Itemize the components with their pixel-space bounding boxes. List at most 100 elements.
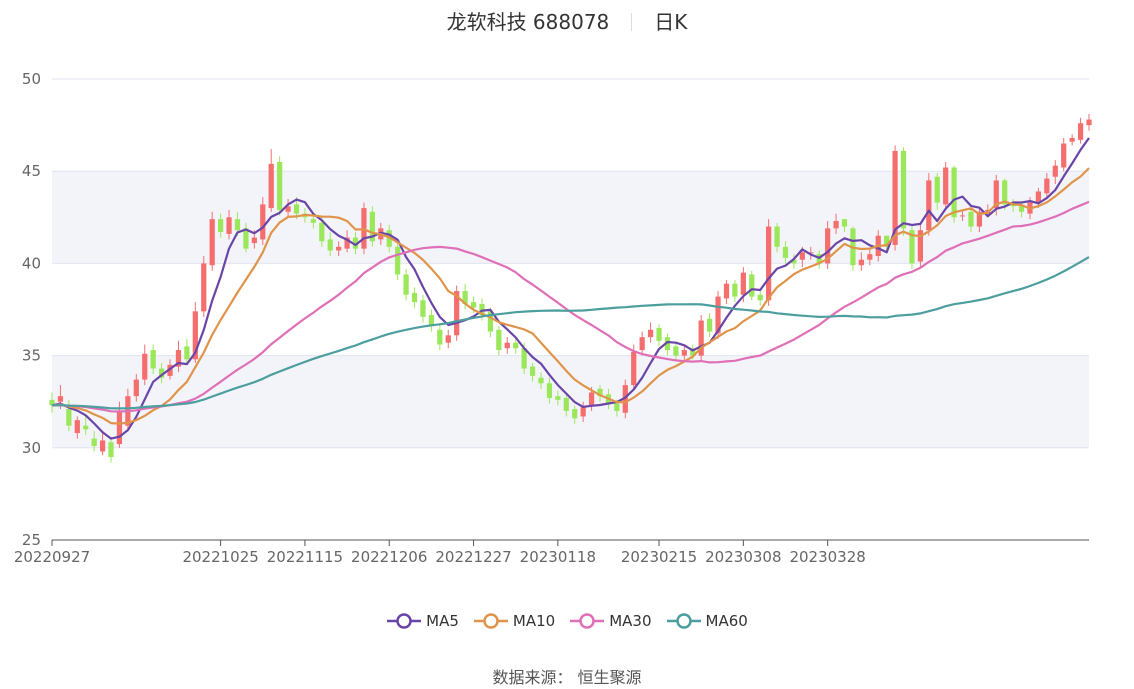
- candle-down: [791, 259, 797, 264]
- candle-down: [150, 350, 156, 369]
- candle-up: [698, 320, 704, 356]
- candle-down: [319, 222, 325, 242]
- y-tick-label: 45: [22, 162, 41, 180]
- candle-down: [732, 283, 738, 297]
- candle-down: [673, 346, 679, 356]
- candle-down: [538, 377, 544, 384]
- legend-item-ma60[interactable]: MA60: [666, 612, 748, 630]
- candle-down: [395, 246, 401, 275]
- legend-label: MA30: [609, 612, 652, 630]
- candle-up: [285, 206, 291, 212]
- candle-down: [428, 315, 435, 327]
- candle-up: [268, 163, 274, 209]
- candle-up: [445, 335, 451, 343]
- candle-up: [580, 407, 586, 417]
- candle-up: [74, 420, 80, 434]
- candle-up: [57, 396, 64, 402]
- candle-down: [487, 311, 494, 332]
- ma5-line: [51, 137, 1090, 440]
- candle-down: [841, 219, 848, 227]
- candle-up: [976, 211, 983, 227]
- candle-down: [555, 396, 561, 400]
- y-tick-label: 35: [22, 347, 41, 365]
- candle-down: [310, 219, 316, 223]
- x-tick-label: 20221025: [182, 548, 258, 566]
- candle-up: [1044, 178, 1050, 194]
- x-tick-label: 20230215: [621, 548, 697, 566]
- candle-down: [234, 219, 241, 231]
- legend-item-ma5[interactable]: MA5: [386, 612, 459, 630]
- candle-down: [352, 237, 359, 249]
- grid-band: [52, 355, 1089, 448]
- candle-down: [1002, 180, 1008, 205]
- candle-down: [184, 346, 190, 360]
- x-tick-label: 20230328: [789, 548, 865, 566]
- candle-up: [99, 440, 106, 452]
- x-tick-label: 20230118: [520, 548, 596, 566]
- x-tick-label: 20230308: [705, 548, 781, 566]
- x-tick-label: 20220927: [14, 548, 90, 566]
- candle-down: [420, 300, 426, 317]
- candle-down: [1018, 206, 1025, 212]
- x-tick-label: 20221206: [351, 548, 427, 566]
- candle-up: [504, 342, 510, 349]
- candle-up: [167, 364, 173, 376]
- y-tick-label: 30: [22, 439, 41, 457]
- candle-up: [833, 220, 839, 229]
- candle-up: [142, 353, 148, 380]
- candle-down: [757, 294, 763, 301]
- candle-up: [825, 228, 831, 264]
- ma60-line: [51, 256, 1090, 410]
- candle-down: [462, 291, 468, 304]
- candle-up: [344, 237, 350, 249]
- stock-name-code: 龙软科技 688078: [446, 10, 610, 34]
- candle-down: [243, 228, 249, 249]
- data-source-footer: 数据来源： 恒生聚源: [0, 664, 1134, 688]
- candle-down: [546, 383, 553, 399]
- candle-down: [706, 318, 713, 332]
- candle-up: [799, 252, 805, 260]
- legend-item-ma10[interactable]: MA10: [473, 612, 555, 630]
- ma30-line: [51, 200, 1090, 413]
- candle-up: [192, 311, 198, 360]
- candle-down: [749, 274, 755, 297]
- legend-label: MA5: [426, 612, 459, 630]
- candle-down: [664, 337, 671, 351]
- candle-up: [631, 351, 637, 386]
- candle-up: [1077, 123, 1084, 140]
- candle-down: [529, 366, 536, 376]
- candle-up: [336, 246, 342, 251]
- candle-down: [403, 274, 409, 295]
- chart-legend: MA5 MA10 MA30 MA60: [0, 612, 1134, 634]
- candlestick-chart: 25 30 35 40 45 50 20220927 20221025 20221115 2022…: [14, 70, 1092, 566]
- candle-down: [521, 348, 527, 369]
- candle-up: [639, 337, 645, 351]
- legend-item-ma30[interactable]: MA30: [569, 612, 652, 630]
- candle-up: [175, 350, 182, 367]
- candle-up: [588, 392, 595, 406]
- candle-up: [681, 350, 687, 356]
- title-separator: [631, 13, 633, 31]
- legend-marker-icon: [570, 613, 605, 629]
- candle-down: [572, 409, 578, 419]
- candle-up: [133, 379, 139, 397]
- y-tick-label: 40: [22, 254, 41, 272]
- candle-down: [900, 150, 907, 229]
- y-tick-label: 25: [22, 531, 41, 549]
- candle-down: [656, 327, 662, 341]
- candle-down: [158, 368, 165, 378]
- candle-down: [437, 329, 443, 345]
- candle-up: [1061, 143, 1067, 168]
- candle-up: [1035, 191, 1042, 203]
- candle-down: [884, 235, 890, 247]
- legend-marker-icon: [387, 613, 422, 629]
- candle-up: [959, 215, 966, 217]
- source-label: 数据来源：: [492, 668, 573, 687]
- candle-down: [597, 388, 603, 397]
- candle-down: [951, 167, 957, 218]
- source-name: 恒生聚源: [577, 668, 642, 687]
- legend-marker-icon: [666, 613, 701, 629]
- candle-up: [251, 237, 257, 244]
- candle-up: [260, 204, 266, 240]
- candle-down: [49, 399, 55, 406]
